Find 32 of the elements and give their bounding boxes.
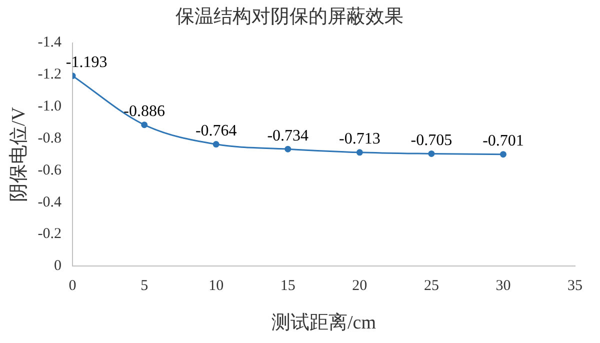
point [284, 146, 292, 152]
data-label: -0.886 [124, 103, 165, 120]
x-tick-label: 25 [424, 278, 439, 294]
x-tick-label: 35 [568, 278, 582, 294]
point [212, 141, 220, 148]
data-label: -0.713 [339, 130, 380, 148]
y-tick-label: -1.4 [38, 34, 62, 51]
y-tick-label: 0 [54, 258, 62, 274]
y-tick-label: -1.2 [38, 66, 62, 83]
point [500, 151, 506, 158]
x-tick-label: 15 [280, 278, 296, 294]
data-label: -0.764 [195, 122, 237, 140]
y-tick-label: -0.2 [38, 226, 62, 242]
data-label: -0.734 [267, 127, 309, 144]
data-label: -0.705 [410, 132, 452, 149]
chart-title: 保温结构对阴保的屏蔽效果 [176, 6, 404, 28]
data-label: -0.701 [482, 132, 524, 150]
point [141, 122, 148, 128]
x-tick-label: 20 [352, 278, 368, 294]
data-label: -1.193 [66, 54, 108, 72]
y-tick-label: -0.8 [38, 130, 62, 146]
y-tick-label: -0.6 [38, 162, 62, 178]
x-axis-title: 测试距离/cm [272, 312, 376, 334]
x-tick-label: 10 [208, 278, 224, 294]
x-tick-label: 5 [140, 278, 148, 294]
x-tick-label: 0 [68, 278, 76, 294]
x-tick-label: 30 [496, 278, 511, 294]
y-tick-label: -0.4 [38, 194, 62, 210]
y-tick-label: -1.0 [38, 98, 62, 115]
y-axis-title: 阴保电位/V [8, 106, 30, 202]
point [428, 150, 435, 157]
point [356, 149, 363, 156]
